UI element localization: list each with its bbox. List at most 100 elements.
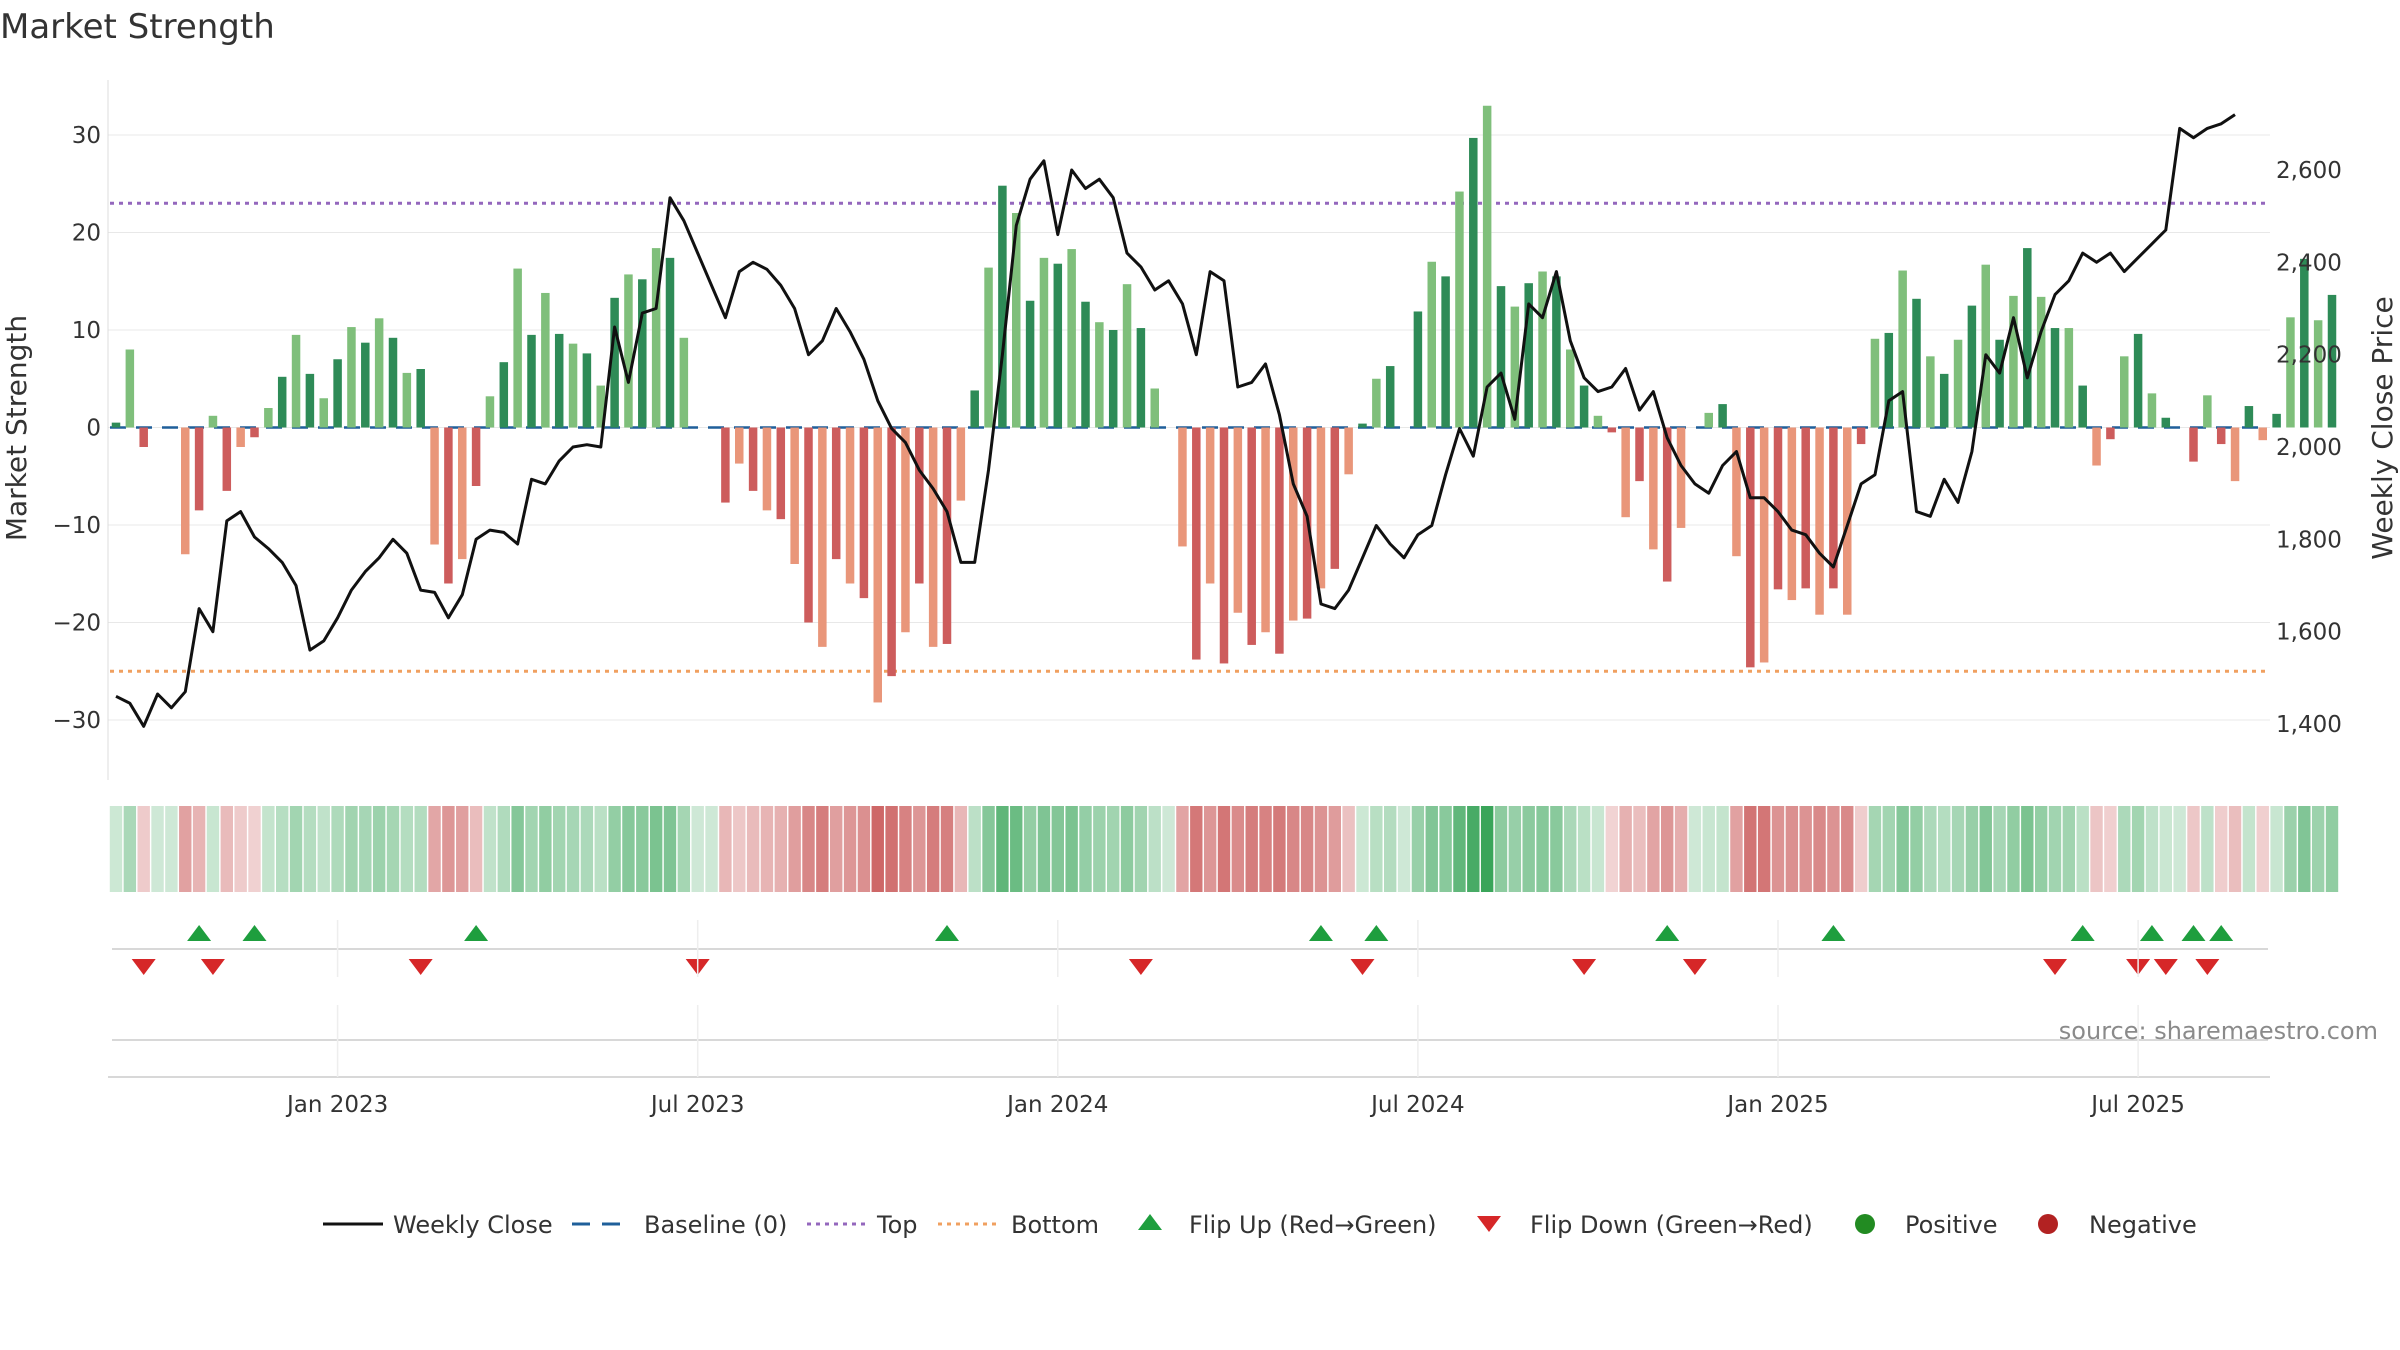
legend-flip-down-label: Flip Down (Green→Red)	[1530, 1211, 1813, 1239]
strip-cell	[1494, 806, 1508, 892]
strip-cell	[1287, 806, 1300, 892]
strength-bar	[1538, 271, 1547, 428]
strength-bar	[1746, 427, 1755, 668]
strength-bars	[111, 105, 2337, 703]
strength-bar	[1552, 276, 1561, 428]
strength-bar	[374, 318, 384, 428]
strip-cell	[1051, 806, 1064, 892]
strength-bar	[1330, 427, 1340, 569]
strip-cell	[2062, 806, 2076, 892]
strip-cell	[1799, 806, 1812, 892]
strength-bar	[1289, 427, 1298, 621]
strip-cell	[1231, 806, 1245, 892]
strip-cell	[622, 806, 635, 892]
strength-bar	[1621, 427, 1630, 518]
flip-markers	[131, 925, 2234, 975]
strength-bar	[333, 359, 342, 428]
flip-up-marker	[1655, 925, 1680, 941]
triangle-down-icon	[1477, 1216, 1501, 1232]
strip-cell	[331, 806, 344, 892]
y2-tick-label: 1,800	[2276, 527, 2342, 553]
chart-title: Market Strength	[0, 7, 275, 47]
strength-bar	[1441, 276, 1450, 428]
strength-bar	[831, 427, 841, 560]
strip-cell	[123, 806, 137, 892]
y-axis: 30 20 10 0 −10 −20 −30	[52, 80, 109, 780]
strip-cell	[1107, 806, 1120, 892]
strength-bar	[361, 342, 370, 428]
strip-cell	[1896, 806, 1909, 892]
strip-cell	[1619, 806, 1632, 892]
strength-bar	[471, 427, 481, 486]
strength-bar	[1192, 427, 1201, 660]
strength-bar	[458, 427, 467, 560]
strength-bar	[208, 415, 218, 428]
strip-cell	[359, 806, 372, 892]
y-tick-label: −10	[52, 513, 101, 539]
strip-cell	[428, 806, 441, 892]
legend-positive: Positive	[1855, 1211, 1998, 1239]
legend-flip-up-label: Flip Up (Red→Green)	[1189, 1211, 1437, 1239]
strip-cell	[1342, 806, 1355, 892]
strip-cell	[1827, 806, 1840, 892]
strip-cell	[1605, 806, 1618, 892]
strength-bar	[582, 353, 592, 428]
strip-cell	[663, 806, 677, 892]
flip-down-marker	[1128, 959, 1153, 975]
strength-bar	[721, 427, 730, 503]
y2-tick-label: 2,200	[2276, 343, 2342, 369]
strength-bar	[1649, 427, 1658, 550]
strength-bar	[651, 248, 661, 428]
strength-bar	[1718, 404, 1727, 428]
triangle-up-icon	[1138, 1214, 1162, 1230]
strength-bar	[1829, 427, 1838, 589]
strength-bar	[638, 279, 647, 428]
weekly-close-series	[115, 113, 2236, 728]
strength-bar	[2092, 427, 2101, 466]
strip-cell	[2090, 806, 2103, 892]
source-credit: source: sharemaestro.com	[2059, 1017, 2378, 1045]
strength-bar	[319, 398, 328, 428]
strip-cell	[2173, 806, 2186, 892]
strength-bar	[1108, 330, 1118, 428]
strip-cell	[1536, 806, 1549, 892]
strip-cell	[1757, 806, 1771, 892]
strength-bar	[499, 362, 509, 428]
flip-up-marker	[1308, 925, 1333, 941]
strength-bar	[2189, 427, 2198, 462]
strength-bar	[2313, 320, 2323, 428]
strip-cell	[442, 806, 455, 892]
dot-icon	[2038, 1214, 2058, 1234]
strip-cell	[1647, 806, 1660, 892]
y-tick-label: 0	[86, 416, 101, 442]
strength-bar	[1635, 427, 1644, 482]
strip-cell	[2201, 806, 2214, 892]
strength-bar	[485, 396, 495, 428]
legend-top: Top	[807, 1211, 918, 1239]
strength-bar	[804, 427, 813, 623]
strength-bar	[1413, 311, 1423, 428]
strip-cell	[2242, 806, 2256, 892]
flip-down-marker	[2195, 959, 2220, 975]
strip-cell	[1938, 806, 1951, 892]
strip-cell	[705, 806, 718, 892]
legend: Weekly Close Baseline (0) Top Bottom Fli…	[323, 1211, 2197, 1239]
weekly-close-line	[115, 113, 2236, 728]
strip-cell	[857, 806, 871, 892]
strip-cell	[525, 806, 538, 892]
strip-cell	[1993, 806, 2006, 892]
strip-cell	[802, 806, 815, 892]
strip-cell	[1300, 806, 1314, 892]
strip-cell	[677, 806, 691, 892]
strip-cell	[109, 806, 123, 892]
strength-bar	[1496, 286, 1506, 428]
strength-bar	[541, 292, 550, 428]
strip-cell	[1259, 806, 1272, 892]
x-tick-label: Jul 2024	[1369, 1092, 1465, 1118]
x-tick-label: Jul 2025	[2089, 1092, 2185, 1118]
strip-cell	[1037, 806, 1051, 892]
strength-bar	[2203, 395, 2212, 428]
strip-cell	[1702, 806, 1715, 892]
strip-cell	[1439, 806, 1452, 892]
